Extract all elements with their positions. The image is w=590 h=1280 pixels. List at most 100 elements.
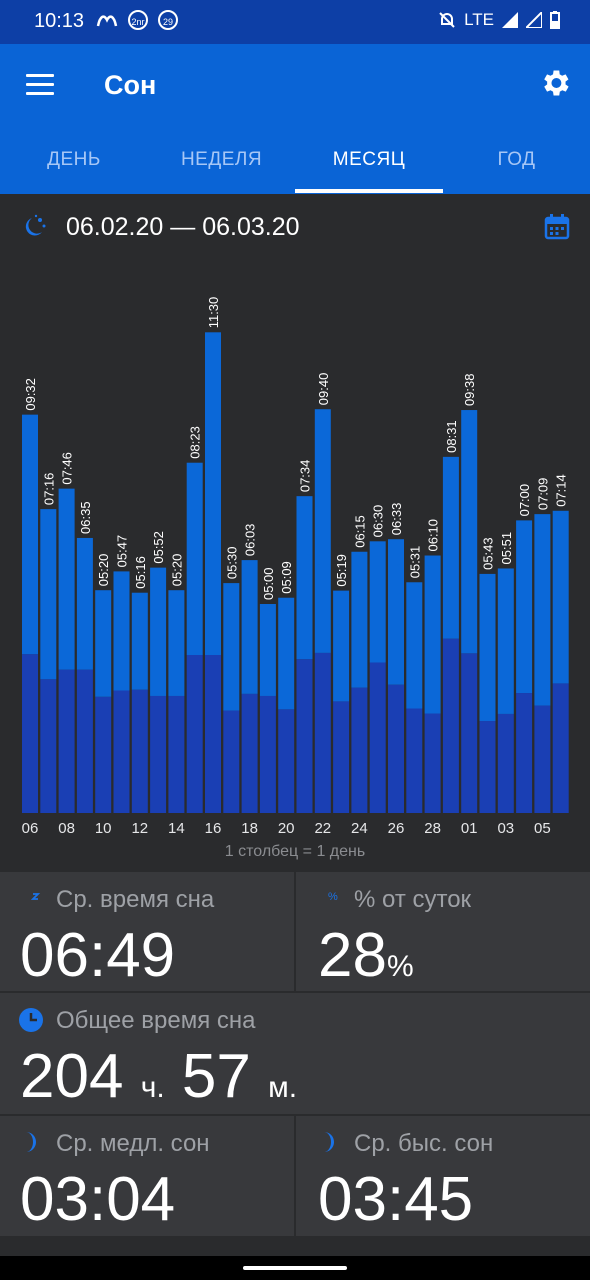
- bar-rem-segment: [497, 568, 514, 714]
- x-tick-label: 05: [534, 820, 551, 837]
- bar-deep-segment: [497, 713, 514, 813]
- x-tick-label: 20: [278, 820, 295, 837]
- card-label: Ср. время сна: [56, 886, 215, 913]
- bar-data-label: 05:43: [481, 537, 496, 570]
- badge-icon: 29: [158, 10, 178, 30]
- x-tick-label: 12: [131, 820, 148, 837]
- bar-data-label: 05:47: [115, 535, 130, 568]
- notifications-off-icon: [439, 12, 455, 28]
- bar-data-label: 06:30: [371, 505, 386, 538]
- home-indicator[interactable]: [243, 1266, 347, 1270]
- signal-icon: [526, 12, 542, 28]
- bar-rem-segment: [113, 571, 130, 691]
- bar-data-label: 05:51: [499, 532, 514, 565]
- bar-data-label: 06:10: [426, 519, 441, 552]
- avg-sleep-card: Ср. время сна 06:49: [0, 872, 294, 991]
- bar-data-label: 06:35: [78, 501, 93, 534]
- page-title: Сон: [104, 70, 157, 100]
- x-tick-label: 08: [58, 820, 75, 837]
- tab-week[interactable]: НЕДЕЛЯ: [180, 149, 263, 170]
- settings-gear-icon[interactable]: [538, 66, 572, 100]
- bar-deep-segment: [479, 721, 496, 813]
- bar-deep-segment: [150, 695, 167, 813]
- bar-rem-segment: [168, 590, 185, 696]
- bar-deep-segment: [442, 638, 459, 813]
- bar-data-label: 05:20: [169, 554, 184, 587]
- tab-day[interactable]: ДЕНЬ: [47, 149, 101, 170]
- moon-icon: [324, 1132, 334, 1152]
- date-range: 06.02.20 — 06.03.20: [66, 213, 300, 241]
- bar-deep-segment: [186, 654, 203, 813]
- bar-deep-segment: [278, 709, 295, 813]
- bar-rem-segment: [369, 541, 386, 663]
- card-value: 204 ч. 57 м.: [20, 1041, 297, 1112]
- card-value: 06:49: [20, 921, 176, 990]
- clock-icon: [19, 1008, 43, 1032]
- bar-rem-segment: [442, 456, 459, 639]
- x-tick-label: 14: [168, 820, 185, 837]
- bar-rem-segment: [333, 590, 350, 702]
- menu-icon[interactable]: [26, 74, 54, 96]
- card-label: Ср. быс. сон: [354, 1130, 494, 1157]
- bar-data-label: 06:03: [243, 524, 258, 557]
- bar-data-label: 09:38: [462, 374, 477, 407]
- sleep-stars-icon: [25, 214, 46, 236]
- bar-data-label: 05:16: [133, 556, 148, 589]
- card-value: 03:45: [318, 1165, 474, 1234]
- sleep-icon: [24, 891, 41, 906]
- calendar-icon[interactable]: [544, 214, 570, 240]
- total-hours: 204: [20, 1042, 124, 1111]
- bar-deep-segment: [58, 669, 75, 813]
- rem-sleep-card: Ср. быс. сон 03:45: [296, 1116, 590, 1236]
- tab-year[interactable]: ГОД: [497, 149, 536, 170]
- bar-deep-segment: [552, 683, 569, 813]
- card-value: 28%: [318, 920, 414, 991]
- bar-deep-segment: [333, 701, 350, 813]
- moon-icon: [26, 1132, 36, 1152]
- x-tick-label: 26: [388, 820, 405, 837]
- bar-rem-segment: [22, 414, 38, 655]
- svg-text:%: %: [328, 891, 338, 903]
- tab-month[interactable]: МЕСЯЦ: [332, 149, 406, 170]
- x-tick-label: 01: [461, 820, 478, 837]
- x-tick-label: 18: [241, 820, 258, 837]
- bar-rem-segment: [95, 590, 112, 697]
- bar-rem-segment: [461, 410, 478, 654]
- bar-deep-segment: [369, 662, 386, 813]
- card-label: Общее время сна: [56, 1007, 256, 1034]
- bar-data-label: 05:20: [96, 554, 111, 587]
- x-tick-label: 06: [22, 820, 39, 837]
- bar-deep-segment: [40, 679, 57, 813]
- x-tick-label: 22: [314, 820, 331, 837]
- total-minutes: 57: [181, 1042, 251, 1111]
- bar-data-label: 11:30: [206, 297, 221, 329]
- bar-data-label: 07:34: [298, 460, 313, 493]
- bar-deep-segment: [296, 659, 313, 813]
- bar-rem-segment: [241, 560, 258, 694]
- period-tabs: ДЕНЬ НЕДЕЛЯ МЕСЯЦ ГОД: [0, 128, 590, 194]
- network-type: LTE: [464, 10, 494, 29]
- bar-data-label: 06:15: [352, 515, 367, 548]
- bar-rem-segment: [131, 592, 148, 690]
- bar-deep-segment: [131, 689, 148, 813]
- bar-deep-segment: [424, 713, 441, 813]
- bar-rem-segment: [314, 409, 331, 653]
- bar-deep-segment: [76, 669, 93, 813]
- deep-sleep-card: Ср. медл. сон 03:04: [0, 1116, 294, 1236]
- bar-rem-segment: [296, 496, 313, 660]
- card-label: Ср. медл. сон: [56, 1130, 210, 1157]
- bar-deep-segment: [22, 654, 38, 813]
- bar-rem-segment: [278, 597, 295, 710]
- card-label: % от суток: [354, 886, 472, 913]
- bar-data-label: 07:09: [535, 478, 550, 511]
- sleep-percent-icon: %: [319, 890, 338, 907]
- signal-icon: [502, 12, 518, 28]
- bar-data-label: 06:33: [389, 503, 404, 536]
- percent-value: 28: [318, 921, 387, 990]
- bar-deep-segment: [534, 705, 551, 813]
- bar-deep-segment: [388, 684, 404, 813]
- bar-data-label: 05:00: [261, 567, 276, 600]
- battery-icon: [550, 11, 560, 29]
- x-tick-label: 24: [351, 820, 368, 837]
- bar-rem-segment: [76, 537, 93, 670]
